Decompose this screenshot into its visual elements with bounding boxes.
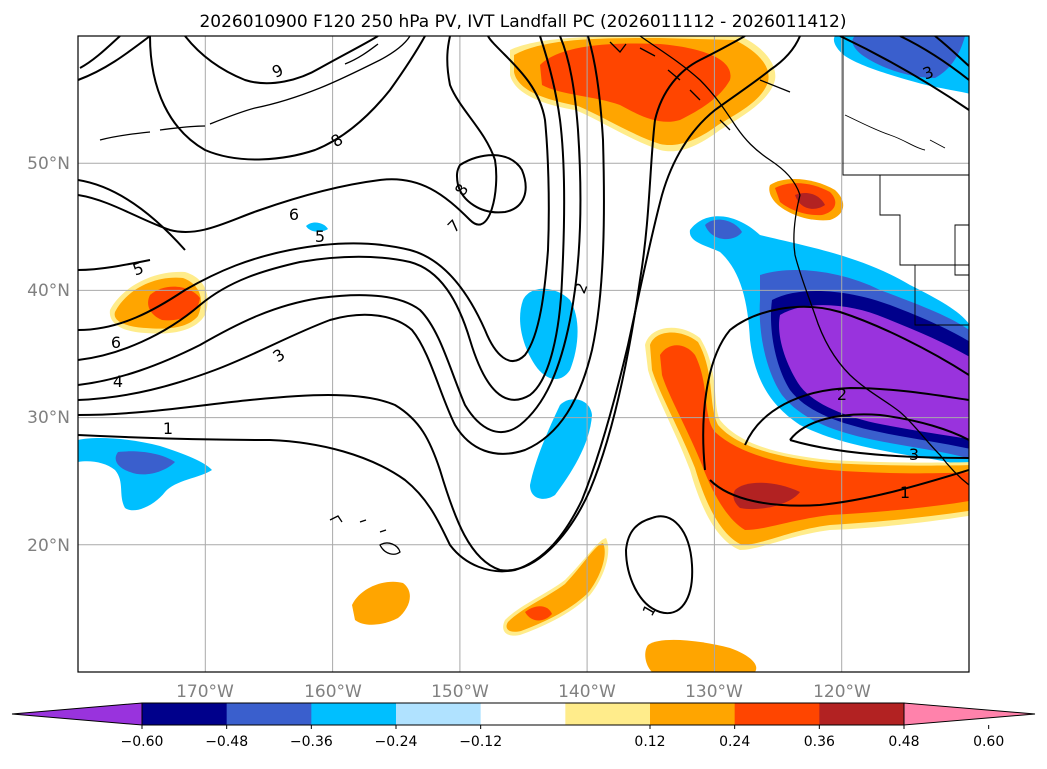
canada-coast	[639, 36, 801, 196]
neg-field-west-coast-core	[779, 305, 969, 440]
pv-contour-6	[78, 36, 550, 362]
colorbar-tick-label: −0.60	[121, 734, 164, 750]
figure-title: 2026010900 F120 250 hPa PV, IVT Landfall…	[199, 12, 846, 32]
colorbar-segment	[819, 703, 905, 725]
pv-contour-4	[78, 36, 582, 434]
lon-label-130: 130°W	[685, 682, 743, 702]
longitude-labels: 170°W 160°W 150°W 140°W 130°W 120°W	[176, 682, 871, 702]
pos-field-south-3	[645, 639, 757, 672]
pv-label-1-b: 1	[900, 483, 910, 502]
pv-label-3-c: 3	[909, 445, 919, 464]
lat-label-50: 50°N	[27, 154, 70, 174]
pv-contour-9	[79, 36, 379, 85]
pos-field-north-core	[540, 43, 731, 122]
hawaii-islands	[329, 515, 401, 555]
colorbar-extend-low	[11, 702, 143, 726]
pos-field-south-2	[352, 581, 410, 625]
pv-contour-ne-2	[934, 36, 969, 67]
pv-contour-labels: 9 8 8 7 6 6 5 5 4 3 3 2 2 1 1 1 3	[111, 60, 936, 619]
pv-label-6-b: 6	[111, 333, 121, 352]
lon-label-160: 160°W	[304, 682, 362, 702]
colorbar-tick-label: 0.36	[804, 734, 835, 750]
neg-field-central-1	[520, 288, 578, 380]
neg-field-central-2	[530, 399, 592, 499]
lat-label-40: 40°N	[27, 281, 70, 301]
colorbar-segment	[396, 703, 482, 725]
pv-contour-se-3	[789, 413, 969, 459]
latitude-labels: 50°N 40°N 30°N 20°N	[27, 154, 70, 556]
pv-contour-1-south	[624, 515, 694, 615]
colorbar-tick-label: −0.24	[375, 734, 418, 750]
coastlines	[99, 36, 969, 555]
pv-label-5-a: 5	[315, 227, 325, 246]
colorbar-segment	[734, 703, 820, 725]
pv-contour-5	[78, 36, 566, 401]
colorbar-tick-label: −0.12	[459, 734, 502, 750]
colorbar-tick-label: 0.24	[719, 734, 750, 750]
colorbar-tick-label: −0.36	[290, 734, 333, 750]
pv-contour-7	[78, 36, 498, 233]
pos-field-southeast-inner	[660, 345, 969, 530]
colorbar-extend-high	[903, 702, 1036, 726]
borders	[842, 36, 969, 326]
negative-anomaly-fields	[78, 36, 969, 511]
pv-contour-ne-1	[899, 36, 969, 81]
pv-contour-se-2	[744, 386, 969, 446]
pv-contour-3	[78, 36, 605, 455]
colorbar-tick-label: −0.48	[205, 734, 248, 750]
lon-label-140: 140°W	[558, 682, 616, 702]
lat-label-20: 20°N	[27, 536, 70, 556]
pv-label-6-a: 6	[289, 205, 299, 224]
canada-us-border	[842, 36, 969, 176]
colorbar-segment	[480, 703, 566, 725]
pv-contour-1	[78, 36, 801, 573]
colorbar-outline	[141, 702, 905, 726]
colorbar-tick-label: 0.12	[634, 734, 665, 750]
lon-label-170: 170°W	[176, 682, 234, 702]
pv-contour-8-b	[455, 154, 527, 214]
colorbar-tick-label: 0.48	[888, 734, 919, 750]
colorbar-segment	[226, 703, 312, 725]
pv-contour-ne-3	[839, 36, 969, 111]
alaska-coast	[209, 36, 411, 125]
colorbar-segment	[565, 703, 651, 725]
pv-contour-se-inner	[702, 305, 969, 507]
map-frame	[77, 35, 970, 673]
lon-label-150: 150°W	[431, 682, 489, 702]
colorbar-tick-label: 0.60	[973, 734, 1004, 750]
pv-label-4: 4	[113, 372, 123, 391]
us-state-lines	[879, 175, 969, 326]
pv-contour-8-a	[78, 36, 426, 161]
colorbar: −0.60 −0.48 −0.36 −0.24 −0.12 0.12 0.24 0.36 0.4…	[11, 702, 1036, 750]
colorbar-segment	[311, 703, 397, 725]
lat-label-30: 30°N	[27, 408, 70, 428]
us-west-coast	[793, 194, 969, 486]
colorbar-segment	[650, 703, 736, 725]
pv-label-2-b: 2	[837, 385, 847, 404]
pv-contours	[78, 36, 969, 615]
lon-label-120: 120°W	[813, 682, 871, 702]
map-content: 9 8 8 7 6 6 5 5 4 3 3 2 2 1 1 1 3	[78, 36, 969, 672]
colorbar-segment	[142, 703, 228, 725]
pv-label-1-a: 1	[163, 419, 173, 438]
